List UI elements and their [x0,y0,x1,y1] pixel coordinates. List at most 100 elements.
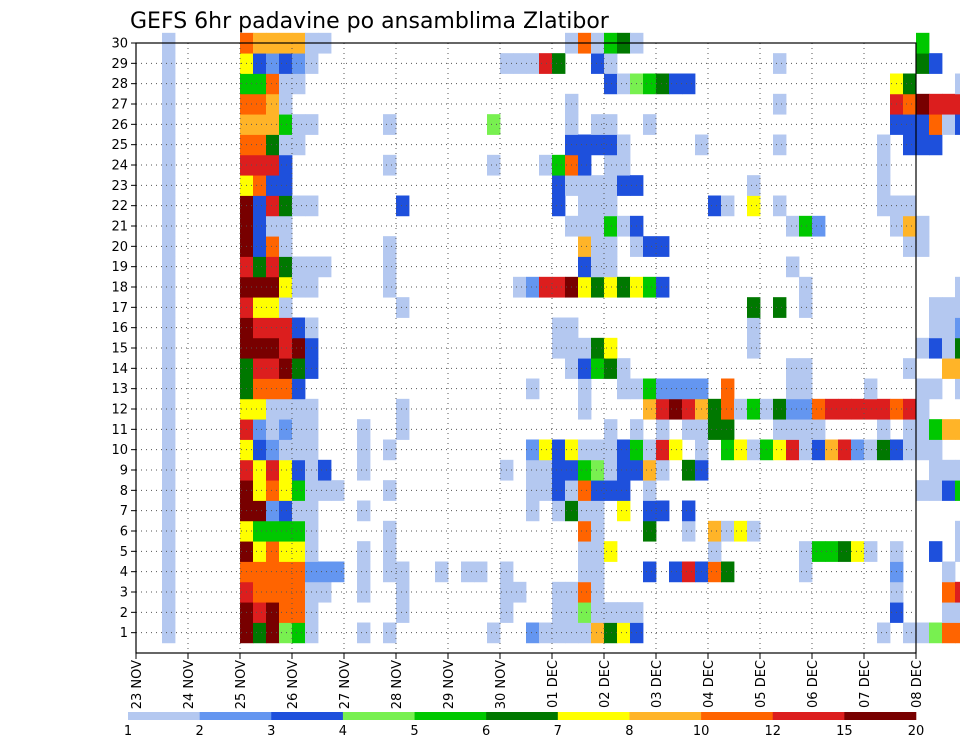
heatmap-cell [292,53,306,74]
heatmap-cell [682,419,696,440]
heatmap-cell [643,114,657,135]
heatmap-cell [903,398,917,420]
heatmap-cell [578,602,592,623]
heatmap-cell [279,73,293,95]
heatmap-cell [266,134,280,156]
heatmap-cell [916,439,930,461]
heatmap-cell [799,378,813,400]
heatmap-cell [786,358,800,379]
heatmap-cell [279,337,293,359]
heatmap-cell [942,459,956,481]
heatmap-cell [773,439,787,461]
y-axis-ticks: 1234567891011121314151617181920212223242… [111,37,136,641]
heatmap-cell [162,337,176,359]
heatmap-cell [682,398,696,420]
heatmap-cell [604,195,618,217]
heatmap-cell [617,175,631,196]
heatmap-cell [669,439,683,461]
heatmap-cell [903,358,917,379]
heatmap-cell [292,134,306,156]
heatmap-cell [318,581,332,603]
heatmap-cell [266,256,280,278]
heatmap-cell [942,317,956,339]
heatmap-cell [266,459,280,481]
heatmap-cell [292,337,306,359]
heatmap-cell [578,622,592,644]
heatmap-cell [162,378,176,400]
heatmap-cell [591,459,605,481]
heatmap-cell [955,317,960,339]
heatmap-cell [162,93,176,115]
colorbar-swatch [557,712,630,720]
heatmap-cell [162,256,176,278]
heatmap-cell [786,256,800,278]
heatmap-cell [578,195,592,217]
heatmap-cell [799,358,813,379]
heatmap-cell [253,520,267,542]
heatmap-cell [253,561,267,583]
heatmap-cell [253,622,267,644]
heatmap-cell [578,398,592,420]
heatmap-cell [279,175,293,196]
y-tick-label: 13 [111,382,128,397]
heatmap-cell [266,378,280,400]
heatmap-cell [539,459,553,481]
heatmap-cell [682,561,696,583]
heatmap-cell [955,602,960,623]
heatmap-cell [916,215,930,237]
heatmap-cell [786,378,800,400]
heatmap-cell [162,215,176,237]
heatmap-cell [617,622,631,644]
heatmap-cell [279,398,293,420]
heatmap-cell [253,419,267,440]
heatmap-cell [253,581,267,603]
heatmap-cell [162,358,176,379]
heatmap-cell [578,378,592,400]
colorbar-label: 1 [124,724,132,739]
heatmap-cell [292,520,306,542]
heatmap-cell [526,53,540,74]
heatmap-cell [955,419,960,440]
heatmap-cell [773,93,787,115]
x-tick-label: 30 NOV [494,660,509,709]
colorbar-swatch [772,712,845,720]
heatmap-cell [916,337,930,359]
heatmap-cell [799,419,813,440]
heatmap-cell [162,561,176,583]
heatmap-cell [357,500,371,522]
heatmap-cell [617,134,631,156]
heatmap-cell [591,236,605,257]
colorbar-label: 3 [267,724,275,739]
heatmap-cell [903,236,917,257]
heatmap-cell [591,480,605,501]
heatmap-cell [721,378,735,400]
heatmap-cell [513,276,527,298]
heatmap-cell [253,337,267,359]
heatmap-cell [526,439,540,461]
heatmap-cell [799,561,813,583]
heatmap-cell [279,480,293,501]
colorbar-swatch [844,712,917,720]
heatmap-cell [383,236,397,257]
heatmap-cell [552,439,566,461]
heatmap-cell [929,134,943,156]
heatmap-cell [552,459,566,481]
heatmap-cell [929,541,943,562]
heatmap-cell [383,114,397,135]
heatmap-cell [578,459,592,481]
heatmap-cell [838,398,852,420]
heatmap-cell [253,195,267,217]
heatmap-cell [266,175,280,196]
y-tick-label: 26 [111,118,128,133]
heatmap-cell [604,419,618,440]
x-tick-label: 25 NOV [234,660,249,709]
colorbar-label: 5 [410,724,418,739]
heatmap-cell [266,439,280,461]
heatmap-cell [279,195,293,217]
heatmap-cell [721,398,735,420]
heatmap-cell [942,622,956,644]
heatmap-cell [383,276,397,298]
heatmap-cell [266,622,280,644]
y-tick-label: 18 [111,281,128,296]
y-tick-label: 29 [111,57,128,72]
